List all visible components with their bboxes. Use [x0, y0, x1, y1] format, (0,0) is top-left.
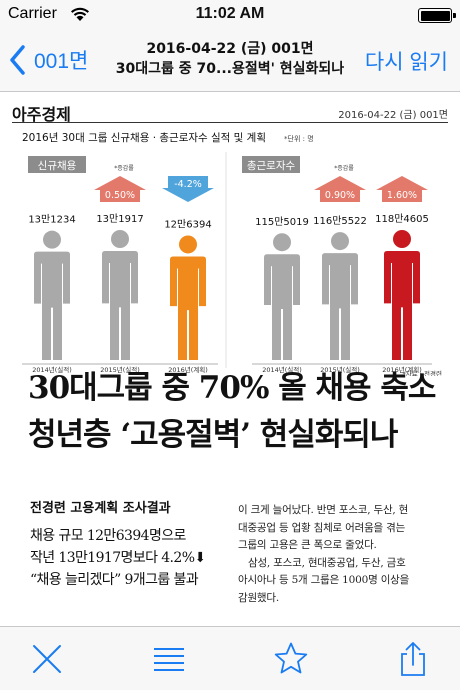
series-label-box	[242, 156, 300, 173]
chart-unit: *단위 : 명	[284, 135, 314, 143]
change-arrow	[314, 176, 366, 202]
change-value: 1.60%	[387, 190, 417, 201]
chart-title: 2016년 30대 그룹 신규채용 · 총근로자수 실적 및 계획	[22, 132, 267, 144]
share-button[interactable]	[393, 639, 433, 679]
series-label: 총근로자수	[247, 160, 296, 172]
page-title-line2: 30대그룹 중 70...용절벽' 현실화되나	[115, 61, 345, 77]
article-lead: 채용 규모 12만6394명으로 작년 13만1917명보다 4.2%⬇ “채용…	[30, 525, 228, 591]
chart-bar-person	[34, 230, 70, 360]
value-label: 12만6394	[164, 218, 211, 230]
paper-header: 아주경제 2016-04-22 (금) 001면	[12, 101, 448, 124]
headline-line1: 30대그룹 중 70% 올 채용 축소	[28, 370, 436, 406]
article-subhead: 전경련 고용계획 조사결과	[30, 501, 171, 516]
wifi-icon	[71, 7, 89, 21]
close-button[interactable]	[27, 639, 67, 679]
bookmark-button[interactable]	[271, 639, 311, 679]
lead-line: 작년 13만1917명보다 4.2%⬇	[30, 550, 206, 566]
x-tick-label: 2015년(실적)	[320, 365, 360, 374]
navigation-bar: 001면 2016-04-22 (금) 001면 30대그룹 중 70...용절…	[0, 30, 460, 92]
x-tick-label: 2016년(계획)	[168, 365, 208, 374]
headline-line2: 청년층 ‘고용절벽’ 현실화되나	[28, 417, 398, 453]
x-tick-label: 2014년(실적)	[262, 365, 302, 374]
value-label: 13만1917	[96, 213, 143, 225]
body-line: 그룹의 고용은 큰 폭으로 줄었다.	[238, 539, 377, 551]
body-line: 대중공업 등 업황 침체로 어려움을 겪는	[238, 521, 406, 534]
list-button[interactable]	[149, 639, 189, 679]
value-label: 115만5019	[255, 216, 309, 228]
series-label: 신규채용	[38, 160, 77, 172]
change-value: 0.90%	[325, 190, 355, 201]
list-icon	[154, 648, 184, 671]
value-label: 116만5522	[313, 215, 367, 227]
status-bar: Carrier 11:02 AM	[0, 0, 460, 30]
chart-bar-person	[102, 230, 138, 360]
page-title: 2016-04-22 (금) 001면 30대그룹 중 70...용절벽' 현실…	[108, 39, 352, 79]
x-tick-label: 2016년(계획)	[382, 365, 422, 374]
change-arrow	[94, 176, 146, 202]
x-tick-label: 2015년(실적)	[100, 365, 140, 374]
paper-logo: 아주경제	[12, 105, 71, 124]
change-label: *증감률	[114, 165, 134, 172]
battery-icon	[418, 8, 456, 23]
reload-button[interactable]: 다시 읽기	[364, 51, 448, 74]
clock: 11:02 AM	[195, 5, 265, 22]
body-line: 아시아나 등 5개 그룹은 1000명 이상을	[238, 574, 410, 586]
newspaper-page: 아주경제 2016-04-22 (금) 001면 2016년 30대 그룹 신규…	[0, 92, 460, 626]
chart-bar-person	[322, 232, 358, 360]
infographic-chart: 신규채용 13만1234 2014년(실적) 13만1917 2015년(실적) 12만6…	[22, 152, 442, 376]
change-label: *증감률	[334, 165, 354, 172]
series-label-box	[28, 156, 86, 173]
chevron-left-icon	[10, 45, 25, 75]
carrier-label: Carrier	[8, 5, 57, 22]
chart-source: *자료 : 전경련	[403, 369, 442, 376]
lead-line: “채용 늘리겠다” 9개그룹 불과	[30, 572, 199, 588]
star-icon	[274, 642, 308, 674]
chart-bar-person	[384, 230, 420, 360]
article-body: 이 크게 늘어났다. 반면 포스코, 두산, 현 대중공업 등 업황 침체로 어…	[238, 502, 444, 607]
body-line: 삼성, 포스코, 현대중공업, 두산, 금호	[248, 556, 406, 569]
body-line: 이 크게 늘어났다. 반면 포스코, 두산, 현	[238, 504, 409, 516]
back-button[interactable]: 001면	[8, 42, 88, 78]
bottom-toolbar	[0, 626, 460, 690]
lead-line: 채용 규모 12만6394명으로	[30, 528, 186, 544]
share-icon	[401, 642, 425, 676]
chart-bar-person	[170, 235, 206, 360]
page-title-line1: 2016-04-22 (금) 001면	[146, 41, 314, 57]
change-arrow	[376, 176, 428, 202]
change-value: 0.50%	[105, 190, 135, 201]
change-arrow	[162, 176, 214, 202]
change-value: -4.2%	[174, 179, 202, 190]
close-icon	[33, 645, 61, 673]
body-line: 감원했다.	[238, 591, 279, 604]
chart-bar-person	[264, 233, 300, 360]
paper-date: 2016-04-22 (금) 001면	[338, 110, 448, 121]
x-tick-label: 2014년(실적)	[32, 365, 72, 374]
value-label: 13만1234	[28, 214, 75, 226]
back-button-label: 001면	[34, 50, 89, 73]
value-label: 118만4605	[375, 213, 429, 225]
